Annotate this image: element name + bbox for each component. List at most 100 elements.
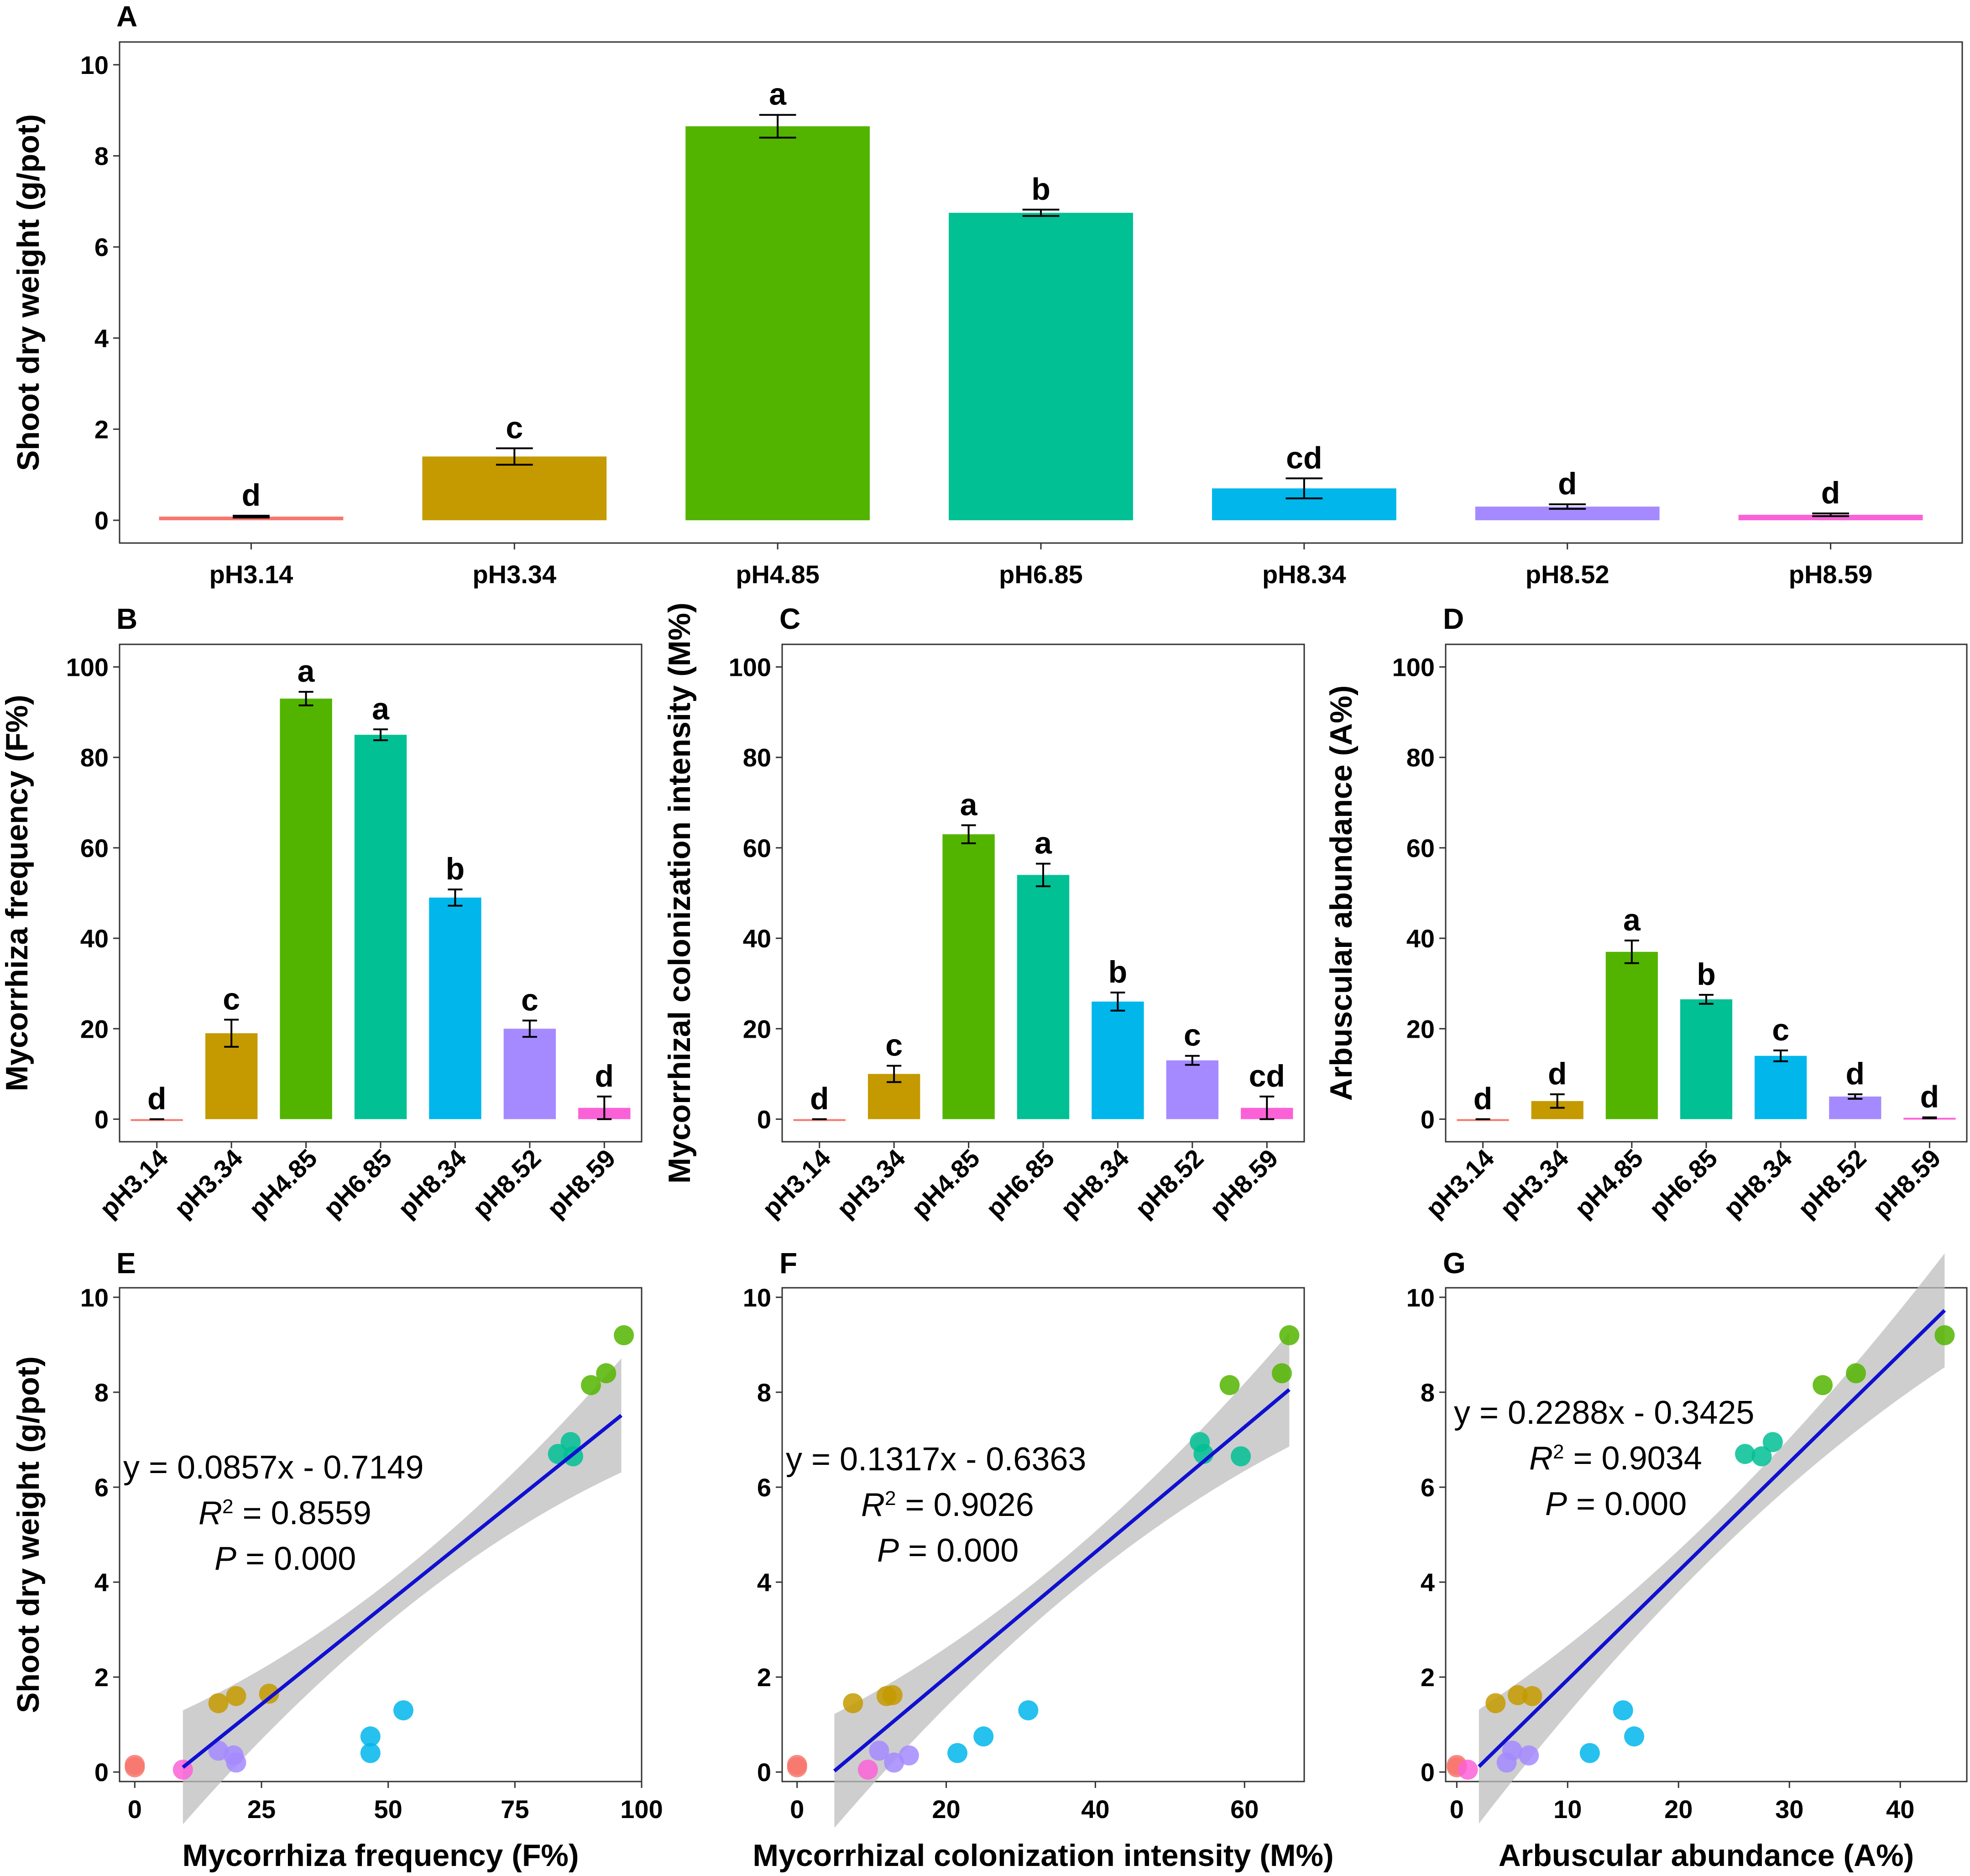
panel-e: E 0 2 4 6 8 10 Shoot dry weight (g/pot) 0 25 50 75 1… xyxy=(11,1247,663,1873)
scatter-point-pH3-14 xyxy=(125,1755,145,1775)
scatter-point-pH3-34 xyxy=(1507,1685,1528,1705)
scatter-point-pH8-59 xyxy=(1458,1759,1478,1780)
scatter-point-pH4-85 xyxy=(1934,1325,1955,1346)
scatter-point-pH8-34 xyxy=(1579,1743,1600,1763)
error-bar xyxy=(224,1019,239,1048)
scatter-point-pH6-85 xyxy=(1751,1446,1772,1467)
r-symbol: R xyxy=(199,1495,222,1531)
regression-line xyxy=(1478,1309,1946,1768)
scatter-point-pH3-34 xyxy=(1485,1693,1506,1714)
regression-equation: y = 0.2288x - 0.3425 xyxy=(1454,1395,1754,1431)
scatter-point-pH4-85 xyxy=(596,1363,617,1384)
panel-label-a: A xyxy=(116,0,137,33)
significance-letter: d xyxy=(1920,1079,1939,1114)
x-tick-label: pH6.85 xyxy=(1643,1144,1723,1223)
y-tick-label: 0 xyxy=(757,1105,771,1134)
error-bar xyxy=(1285,477,1323,500)
scatter-point-pH6-85 xyxy=(1735,1444,1756,1464)
x-tick-label: pH4.85 xyxy=(1569,1144,1648,1223)
scatter-point-pH8-34 xyxy=(393,1700,413,1720)
significance-letter: c xyxy=(223,982,240,1016)
x-tick-label: pH8.52 xyxy=(1526,560,1609,589)
bar-pH4-85 xyxy=(1605,951,1658,1119)
significance-letter: d xyxy=(1474,1081,1493,1116)
bar-pH3-34 xyxy=(422,456,607,521)
error-bar xyxy=(1549,503,1586,510)
bar-pH8-59 xyxy=(1738,515,1923,521)
scatter-point-pH8-34 xyxy=(1613,1700,1633,1720)
scatter-point-pH8-52 xyxy=(884,1752,904,1773)
x-tick-label: pH8.59 xyxy=(1204,1144,1283,1223)
y-tick-label: 8 xyxy=(757,1378,771,1407)
x-tick-label: pH8.52 xyxy=(1792,1144,1871,1223)
y-tick-label: 100 xyxy=(66,653,109,682)
y-tick-label: 0 xyxy=(1421,1758,1435,1787)
x-tick-label: pH6.85 xyxy=(318,1144,397,1223)
error-bar xyxy=(1022,209,1060,217)
scatter-point-pH3-34 xyxy=(1522,1686,1542,1706)
significance-letter: d xyxy=(1558,466,1577,501)
y-tick-label: 40 xyxy=(1406,924,1435,953)
error-bar xyxy=(298,691,314,706)
plot-frame xyxy=(119,1287,643,1782)
x-tick-label: 0 xyxy=(790,1795,804,1824)
x-tick-label: 75 xyxy=(501,1795,529,1824)
x-tick-label: 100 xyxy=(620,1795,663,1824)
p-symbol: P xyxy=(214,1541,236,1577)
regression-line xyxy=(833,1388,1291,1772)
error-bar xyxy=(496,447,533,466)
bar-pH8-34 xyxy=(1755,1056,1807,1119)
y-tick-label: 40 xyxy=(743,924,771,953)
x-tick-label: pH3.14 xyxy=(757,1144,836,1223)
bar-pH6-85 xyxy=(1017,875,1070,1119)
x-tick-label: pH3.14 xyxy=(94,1144,173,1223)
y-axis-title: Shoot dry weight (g/pot) xyxy=(11,114,46,471)
panel-f: F 0 2 4 6 8 10 0 20 40 60 Mycorrhizal colonization … xyxy=(743,1247,1334,1873)
x-axis-title: Arbuscular abundance (A%) xyxy=(1499,1838,1914,1873)
significance-letter: d xyxy=(595,1059,614,1093)
y-tick-label: 80 xyxy=(1406,743,1435,772)
error-bar xyxy=(1812,512,1849,517)
y-tick-label: 10 xyxy=(1406,1283,1435,1312)
y-tick-label: 100 xyxy=(1392,653,1435,682)
significance-letter: b xyxy=(1031,172,1050,206)
bar-pH8-34 xyxy=(1092,1001,1144,1119)
x-tick-label: pH8.34 xyxy=(392,1144,472,1223)
significance-letter: a xyxy=(298,654,315,689)
r-squared: R2 = 0.9034 xyxy=(1529,1440,1702,1477)
scatter-point-pH4-85 xyxy=(1279,1325,1300,1346)
significance-letter: cd xyxy=(1286,440,1322,475)
x-tick-label: pH4.85 xyxy=(243,1144,323,1223)
x-tick-label: pH8.34 xyxy=(1718,1144,1797,1223)
significance-letter: d xyxy=(1548,1056,1567,1091)
p-value: P = 0.000 xyxy=(1545,1486,1687,1522)
x-tick-label: 40 xyxy=(1081,1795,1109,1824)
p-value: P = 0.000 xyxy=(877,1532,1019,1569)
scatter-point-pH8-34 xyxy=(1624,1726,1645,1747)
scatter-point-pH8-34 xyxy=(973,1726,994,1747)
r-squared-value: = 0.9026 xyxy=(896,1487,1034,1523)
error-bar xyxy=(961,824,976,844)
y-axis-title: Shoot dry weight (g/pot) xyxy=(11,1356,46,1713)
r-squared: R2 = 0.8559 xyxy=(199,1495,371,1531)
x-tick-label: pH8.34 xyxy=(1262,560,1346,589)
significance-letter: d xyxy=(810,1081,829,1116)
y-tick-label: 0 xyxy=(757,1758,771,1787)
scatter-point-pH6-85 xyxy=(1762,1432,1783,1453)
panel-label-c: C xyxy=(779,602,800,635)
x-tick-label: pH8.52 xyxy=(1129,1144,1209,1223)
squared-exponent: 2 xyxy=(885,1487,896,1510)
r-squared-value: = 0.8559 xyxy=(233,1495,371,1531)
panel-c: C 0 20 40 60 80 100 Mycorrhizal colonization in… xyxy=(662,602,1305,1223)
x-tick-label: pH3.34 xyxy=(831,1144,910,1223)
x-tick-label: 10 xyxy=(1553,1795,1582,1824)
bar-pH8-52 xyxy=(1166,1060,1219,1119)
x-tick-label: pH8.52 xyxy=(467,1144,546,1223)
y-tick-label: 4 xyxy=(94,324,109,353)
x-tick-label: 60 xyxy=(1230,1795,1259,1824)
x-tick-label: pH3.34 xyxy=(472,560,556,589)
x-tick-label: pH3.34 xyxy=(1494,1144,1574,1223)
x-tick-label: 0 xyxy=(1450,1795,1464,1824)
